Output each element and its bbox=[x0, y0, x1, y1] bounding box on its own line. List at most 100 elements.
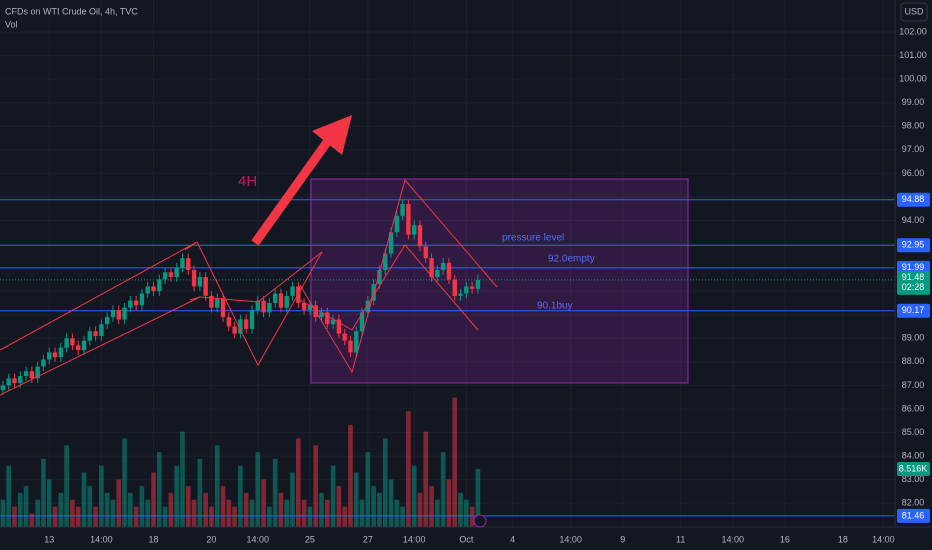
volume-bar bbox=[469, 506, 475, 527]
volume-bar bbox=[93, 506, 98, 527]
candle-body bbox=[122, 307, 127, 320]
x-tick-label: 4 bbox=[510, 534, 515, 544]
volume-bar bbox=[203, 492, 208, 527]
y-tick-label: 87.00 bbox=[902, 380, 925, 390]
volume-bar bbox=[226, 499, 232, 527]
level-label: 92.95 bbox=[902, 240, 925, 250]
volume-bar bbox=[133, 506, 139, 527]
y-tick-label: 101.00 bbox=[899, 50, 927, 60]
volume-bar bbox=[168, 492, 174, 527]
candle-body bbox=[336, 319, 342, 334]
volume-pane bbox=[0, 397, 481, 527]
candle-body bbox=[411, 225, 417, 235]
candle-body bbox=[446, 262, 452, 280]
volume-bar bbox=[6, 465, 12, 527]
candle-body bbox=[52, 352, 58, 358]
volume-bar bbox=[272, 458, 278, 527]
volume-bar bbox=[12, 506, 17, 527]
candle-body bbox=[388, 232, 394, 254]
candle-body bbox=[469, 286, 475, 289]
volume-bar bbox=[377, 492, 382, 527]
candle-body bbox=[255, 300, 260, 311]
volume-bar bbox=[75, 506, 81, 527]
volume-bar bbox=[301, 499, 307, 527]
volume-bar bbox=[359, 499, 365, 527]
candle-body bbox=[104, 317, 110, 325]
annotation: 92.0empty bbox=[548, 254, 595, 265]
x-tick-label: 14:00 bbox=[403, 534, 426, 544]
candle-body bbox=[58, 347, 64, 358]
y-tick-label: 83.00 bbox=[902, 474, 925, 484]
chart-title: CFDs on WTI Crude Oil, 4h, TVC bbox=[5, 6, 138, 16]
candle-body bbox=[261, 300, 266, 313]
volume-bar bbox=[342, 506, 347, 527]
volume-bar bbox=[446, 479, 452, 527]
volume-bar bbox=[249, 499, 255, 527]
candle-body bbox=[319, 312, 324, 318]
x-tick-label: 20 bbox=[206, 534, 216, 544]
candle-body bbox=[284, 295, 289, 308]
candle-body bbox=[238, 319, 243, 334]
candle-body bbox=[133, 300, 139, 306]
candle-body bbox=[307, 305, 313, 311]
candle-body bbox=[18, 375, 23, 384]
event-icon[interactable] bbox=[473, 514, 487, 528]
volume-bar bbox=[232, 506, 237, 527]
volume-bar bbox=[41, 458, 46, 527]
candle-body bbox=[325, 312, 330, 325]
candle-body bbox=[128, 300, 133, 308]
y-tick-label: 89.00 bbox=[902, 333, 925, 343]
volume-bar bbox=[35, 499, 40, 527]
volume-bar bbox=[99, 465, 104, 527]
candle-body bbox=[359, 312, 365, 332]
candle-body bbox=[417, 225, 423, 247]
candle-body bbox=[458, 293, 463, 296]
candle-body bbox=[440, 262, 446, 270]
candle-body bbox=[301, 302, 307, 311]
volume-bar bbox=[162, 506, 168, 527]
candle-body bbox=[168, 272, 174, 278]
candle-body bbox=[87, 331, 92, 341]
volume-bar bbox=[58, 492, 64, 527]
x-tick-label: 14:00 bbox=[90, 534, 113, 544]
volume-bar bbox=[104, 492, 110, 527]
candle-body bbox=[365, 300, 371, 313]
level-tag bbox=[897, 238, 930, 253]
level-tag bbox=[897, 192, 930, 207]
candle-body bbox=[400, 204, 405, 216]
candle-body bbox=[215, 298, 220, 308]
countdown: 02:28 bbox=[902, 282, 925, 292]
candle-body bbox=[249, 310, 255, 329]
y-tick-label: 100.00 bbox=[899, 74, 927, 84]
candle-body bbox=[81, 340, 87, 351]
candle-body bbox=[35, 366, 40, 379]
y-tick-label: 98.00 bbox=[902, 121, 925, 131]
candle-body bbox=[70, 338, 75, 346]
candle-body bbox=[197, 277, 203, 287]
volume-bar bbox=[411, 465, 417, 527]
candle-body bbox=[342, 333, 347, 341]
volume-bar bbox=[464, 499, 469, 527]
candle-body bbox=[29, 371, 35, 379]
candle-body bbox=[226, 317, 232, 327]
y-tick-label: 97.00 bbox=[902, 144, 925, 154]
candle-body bbox=[41, 359, 46, 367]
volume-bar bbox=[209, 506, 214, 527]
volume-bar bbox=[122, 438, 127, 527]
volume-bar bbox=[110, 499, 116, 527]
volume-bar bbox=[284, 499, 290, 527]
candle-body bbox=[475, 279, 481, 289]
currency[interactable]: USD bbox=[904, 6, 924, 16]
volume-bar bbox=[214, 445, 220, 527]
candle-body bbox=[330, 319, 336, 325]
x-tick-label: 11 bbox=[676, 534, 685, 544]
volume-bar bbox=[87, 486, 93, 527]
volume-bar bbox=[388, 479, 394, 527]
volume-bar bbox=[400, 506, 405, 527]
volume-bar bbox=[458, 492, 463, 527]
volume-bar bbox=[185, 486, 191, 527]
level-tag bbox=[897, 508, 930, 523]
candle-body bbox=[145, 286, 150, 294]
volume-bar bbox=[29, 513, 35, 527]
currency-box[interactable] bbox=[900, 2, 928, 22]
